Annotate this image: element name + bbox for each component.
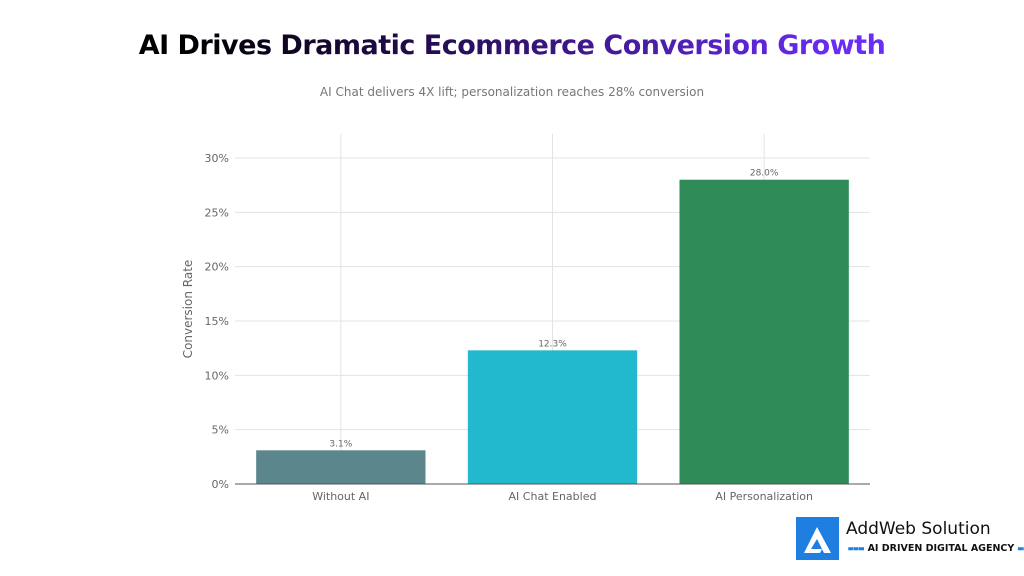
brand-name: AddWeb Solution — [846, 519, 991, 539]
logo-mark-icon — [796, 517, 839, 560]
data-label: 3.1% — [329, 439, 352, 449]
chart-title: AI Drives Dramatic Ecommerce Conversion … — [0, 30, 1024, 61]
data-label: 28.0% — [750, 169, 779, 179]
bar-0 — [256, 450, 426, 484]
x-tick-label: AI Chat Enabled — [509, 490, 597, 503]
x-tick-label: Without AI — [312, 490, 369, 503]
y-tick-label: 10% — [205, 369, 229, 382]
bar-2 — [679, 179, 849, 484]
y-tick-label: 25% — [205, 206, 229, 219]
data-label: 12.3% — [538, 339, 567, 349]
brand-tagline: ⩶ AI DRIVEN DIGITAL AGENCY ⩶ — [848, 543, 1024, 554]
y-tick-label: 15% — [205, 315, 229, 328]
chart-subtitle: AI Chat delivers 4X lift; personalizatio… — [319, 85, 705, 99]
y-tick-label: 30% — [205, 152, 229, 165]
bar-1 — [467, 350, 638, 484]
y-tick-label: 5% — [212, 424, 229, 437]
x-tick-label: AI Personalization — [715, 490, 813, 503]
brand-logo: AddWeb Solution ⩶ AI DRIVEN DIGITAL AGEN… — [796, 517, 1024, 561]
y-tick-label: 20% — [205, 261, 229, 274]
y-axis-label: Conversion Rate — [181, 260, 195, 359]
y-tick-label: 0% — [212, 478, 229, 491]
